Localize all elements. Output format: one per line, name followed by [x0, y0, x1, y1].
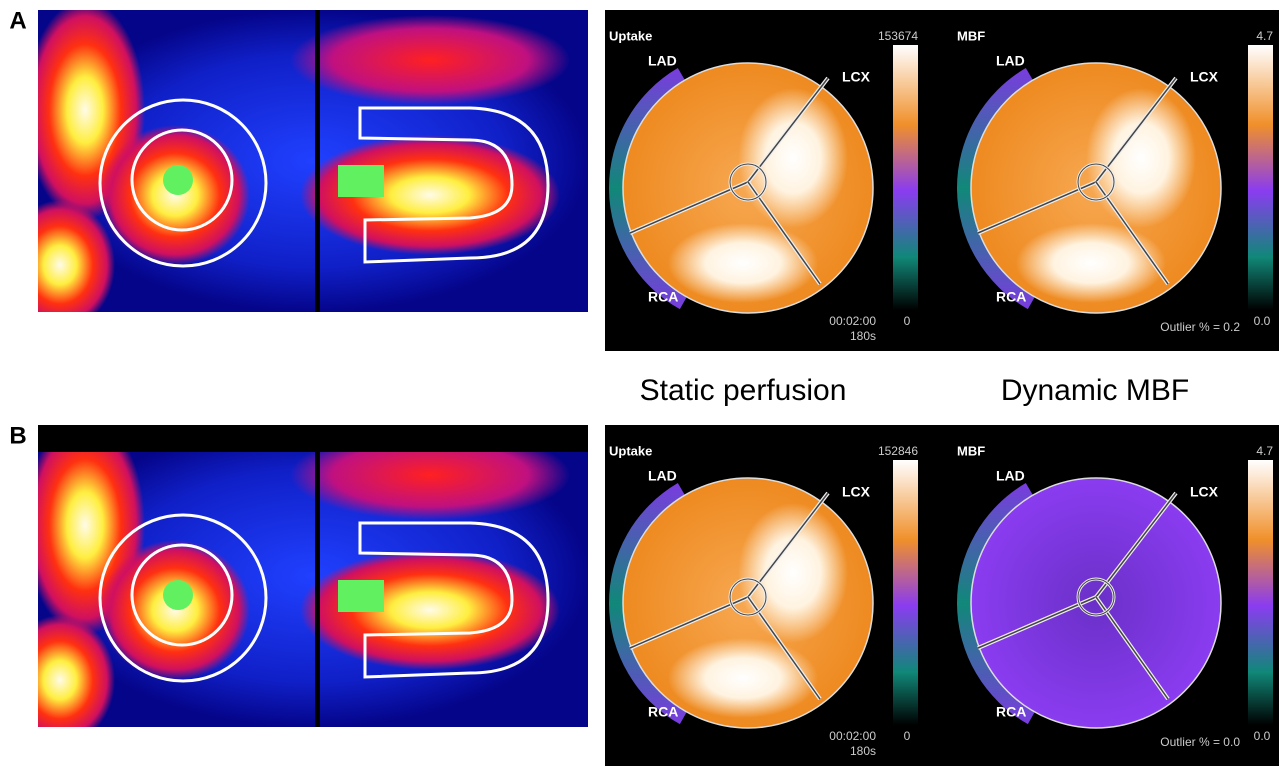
- territory-label: LCX: [1190, 484, 1219, 500]
- slice-images: [5, 0, 588, 330]
- territory-label: LAD: [648, 468, 677, 484]
- color-min: 0: [904, 729, 911, 743]
- territory-label: LAD: [648, 53, 677, 69]
- map-title: MBF: [957, 28, 985, 43]
- territory-label: RCA: [996, 289, 1026, 305]
- separator: [315, 425, 320, 727]
- panel-label: B: [9, 422, 26, 449]
- outlier: Outlier % = 0.2: [1160, 320, 1240, 334]
- roi-marker: [338, 165, 384, 197]
- panel-label: A: [9, 7, 26, 34]
- hot-spot: [738, 503, 848, 643]
- color-min: 0.0: [1254, 314, 1271, 328]
- color-bar: [893, 460, 918, 725]
- map-title: MBF: [957, 443, 985, 458]
- activity: [100, 540, 250, 680]
- activity: [290, 15, 570, 105]
- activity: [5, 615, 115, 745]
- color-bar: [1248, 460, 1273, 725]
- roi-marker: [338, 580, 384, 612]
- territory-label: LCX: [842, 69, 871, 85]
- hot-spot: [738, 88, 848, 228]
- territory-label: RCA: [996, 704, 1026, 720]
- color-max: 4.7: [1256, 29, 1273, 43]
- activity: [100, 125, 250, 265]
- polar-map: [971, 478, 1221, 728]
- black-band: [38, 422, 588, 452]
- figure: Static perfusion Dynamic MBF A Uptake LAD L…: [0, 0, 1279, 766]
- color-bar: [893, 45, 918, 310]
- territory-label: RCA: [648, 289, 678, 305]
- color-max: 153674: [878, 29, 918, 43]
- separator: [315, 10, 320, 312]
- territory-label: LCX: [842, 484, 871, 500]
- color-max: 152846: [878, 444, 918, 458]
- caption: Dynamic MBF: [1001, 374, 1189, 407]
- roi-marker: [163, 580, 193, 610]
- hot-spot: [1016, 223, 1166, 303]
- duration: 180s: [850, 329, 876, 343]
- activity: [5, 200, 115, 330]
- territory-label: LAD: [996, 468, 1025, 484]
- outlier: Outlier % = 0.0: [1160, 735, 1240, 749]
- color-max: 4.7: [1256, 444, 1273, 458]
- territory-label: LAD: [996, 53, 1025, 69]
- color-bar: [1248, 45, 1273, 310]
- roi-marker: [163, 165, 193, 195]
- territory-label: RCA: [648, 704, 678, 720]
- slice-images: [5, 415, 588, 745]
- hot-spot: [668, 223, 818, 303]
- territory-label: LCX: [1190, 69, 1219, 85]
- hot-spot: [1086, 88, 1196, 228]
- time: 00:02:00: [829, 729, 876, 743]
- duration: 180s: [850, 744, 876, 758]
- color-min: 0: [904, 314, 911, 328]
- hot-spot: [668, 638, 818, 718]
- time: 00:02:00: [829, 314, 876, 328]
- map-title: Uptake: [609, 28, 652, 43]
- map-title: Uptake: [609, 443, 652, 458]
- color-min: 0.0: [1254, 729, 1271, 743]
- caption: Static perfusion: [640, 374, 847, 407]
